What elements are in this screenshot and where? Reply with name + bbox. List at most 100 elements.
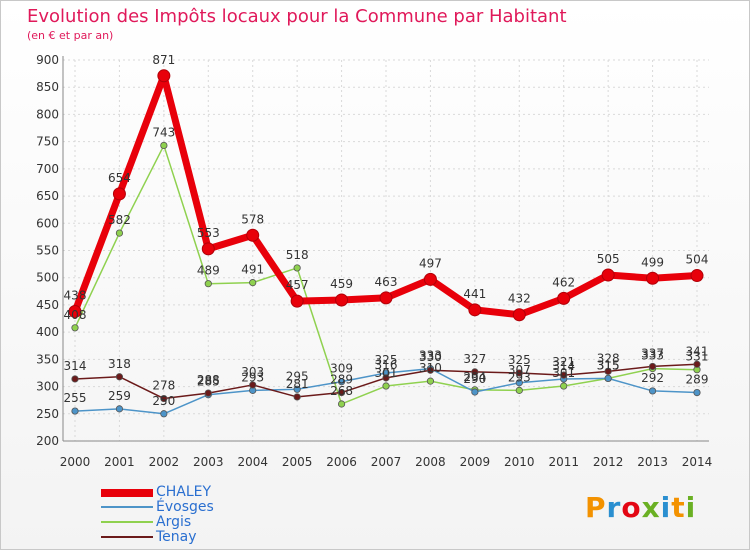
x-tick-label: 2005 bbox=[282, 455, 313, 469]
data-label-tenay: 289 bbox=[330, 373, 353, 387]
data-label-argis: 310 bbox=[419, 361, 442, 375]
data-label-chaley: 654 bbox=[108, 171, 131, 185]
data-point-chaley bbox=[290, 294, 304, 308]
data-label-chaley: 441 bbox=[463, 287, 486, 301]
data-point-tenay bbox=[293, 393, 301, 401]
data-label-chaley: 871 bbox=[152, 53, 175, 67]
data-label-tenay: 328 bbox=[597, 351, 620, 365]
data-label-tenay: 321 bbox=[552, 355, 575, 369]
data-label-evosges: 285 bbox=[197, 375, 220, 389]
data-label-evosges: 250 bbox=[152, 394, 175, 408]
data-point-evosges bbox=[515, 379, 523, 387]
x-tick-label: 2001 bbox=[104, 455, 135, 469]
data-label-evosges: 292 bbox=[641, 371, 664, 385]
data-label-chaley: 459 bbox=[330, 277, 353, 291]
x-tick-label: 2008 bbox=[415, 455, 446, 469]
data-point-argis bbox=[337, 400, 346, 408]
data-point-tenay bbox=[337, 388, 346, 397]
data-point-chaley bbox=[557, 291, 571, 305]
data-point-chaley bbox=[423, 272, 437, 286]
data-point-evosges bbox=[648, 387, 657, 395]
data-point-evosges bbox=[471, 388, 479, 396]
logo-letter: P bbox=[585, 491, 607, 524]
data-label-chaley: 438 bbox=[64, 288, 87, 302]
data-label-tenay: 327 bbox=[463, 352, 486, 366]
data-point-tenay bbox=[426, 366, 435, 374]
logo-letter: r bbox=[606, 491, 622, 524]
data-label-chaley: 497 bbox=[419, 256, 442, 270]
data-point-tenay bbox=[515, 369, 523, 377]
legend-swatch-chaley bbox=[101, 489, 153, 497]
data-label-tenay: 303 bbox=[241, 365, 264, 379]
x-tick-label: 2006 bbox=[326, 455, 357, 469]
x-tick-label: 2011 bbox=[548, 455, 579, 469]
data-point-tenay bbox=[204, 389, 212, 397]
y-tick-label: 500 bbox=[36, 271, 59, 285]
data-point-argis bbox=[426, 377, 435, 385]
data-point-tenay bbox=[560, 371, 568, 379]
data-label-tenay: 330 bbox=[419, 350, 442, 364]
data-point-argis bbox=[71, 324, 79, 332]
logo-letter: t bbox=[671, 491, 686, 524]
x-tick-label: 2007 bbox=[371, 455, 402, 469]
data-label-argis: 582 bbox=[108, 213, 131, 227]
data-label-argis: 293 bbox=[508, 370, 531, 384]
data-label-argis: 294 bbox=[463, 370, 486, 384]
data-point-evosges bbox=[115, 405, 124, 413]
legend-label-tenay: Tenay bbox=[156, 529, 197, 545]
x-tick-label: 2004 bbox=[237, 455, 268, 469]
axes: 200 250 300 350 400 450 500 550 600 650 700 750 800 8… bbox=[36, 53, 712, 469]
proxiti-logo: Proxiti bbox=[585, 491, 696, 524]
chart-subtitle: (en € et par an) bbox=[27, 29, 114, 42]
x-tick-label: 2013 bbox=[637, 455, 668, 469]
data-label-evosges: 315 bbox=[597, 358, 620, 372]
y-tick-label: 700 bbox=[36, 162, 59, 176]
x-tick-label: 2003 bbox=[193, 455, 224, 469]
data-label-tenay: 337 bbox=[641, 346, 664, 360]
data-point-chaley bbox=[68, 304, 82, 318]
data-label-evosges: 293 bbox=[241, 370, 264, 384]
chart-title: Evolution des Impôts locaux pour la Comm… bbox=[27, 6, 567, 27]
data-point-argis bbox=[515, 386, 523, 394]
data-label-argis: 743 bbox=[152, 125, 175, 139]
x-tick-label: 2010 bbox=[504, 455, 535, 469]
data-label-evosges: 325 bbox=[375, 353, 398, 367]
data-label-evosges: 295 bbox=[286, 369, 309, 383]
legend-label-evosges: Évosges bbox=[156, 499, 214, 515]
x-tick-label: 2002 bbox=[149, 455, 180, 469]
data-point-chaley bbox=[201, 242, 215, 256]
data-point-evosges bbox=[337, 378, 346, 386]
data-point-chaley bbox=[157, 69, 171, 83]
data-label-argis: 331 bbox=[686, 350, 709, 364]
data-point-chaley bbox=[246, 228, 260, 242]
data-point-argis bbox=[160, 141, 168, 150]
data-label-chaley: 463 bbox=[375, 275, 398, 289]
data-label-evosges: 255 bbox=[64, 391, 87, 405]
data-point-tenay bbox=[160, 394, 168, 403]
y-tick-label: 200 bbox=[36, 434, 59, 448]
data-labels: 438 654 871 553 578 457 459 463 497 441 432 462 505 4… bbox=[64, 53, 709, 408]
series-layer bbox=[68, 69, 704, 418]
data-point-tenay bbox=[471, 368, 479, 376]
logo-letter: i bbox=[685, 491, 697, 524]
y-tick-label: 850 bbox=[36, 80, 59, 94]
data-label-argis: 491 bbox=[241, 263, 264, 277]
legend-label-chaley: CHALEY bbox=[156, 484, 212, 500]
data-point-tenay bbox=[604, 367, 612, 375]
data-point-chaley bbox=[690, 269, 704, 283]
data-label-chaley: 432 bbox=[508, 292, 531, 306]
x-tick-label: 2014 bbox=[682, 455, 713, 469]
data-point-tenay bbox=[648, 362, 657, 371]
data-label-chaley: 499 bbox=[641, 255, 664, 269]
data-label-chaley: 553 bbox=[197, 226, 220, 240]
logo-letter: x bbox=[641, 491, 661, 524]
data-label-argis: 518 bbox=[286, 248, 309, 262]
data-label-argis: 301 bbox=[552, 366, 575, 380]
data-label-argis: 315 bbox=[597, 358, 620, 372]
data-point-argis bbox=[249, 279, 257, 287]
data-point-chaley bbox=[512, 308, 526, 322]
data-label-evosges: 309 bbox=[330, 362, 353, 376]
data-label-tenay: 318 bbox=[108, 357, 131, 371]
data-label-tenay: 341 bbox=[686, 344, 709, 358]
data-point-chaley bbox=[601, 268, 615, 282]
